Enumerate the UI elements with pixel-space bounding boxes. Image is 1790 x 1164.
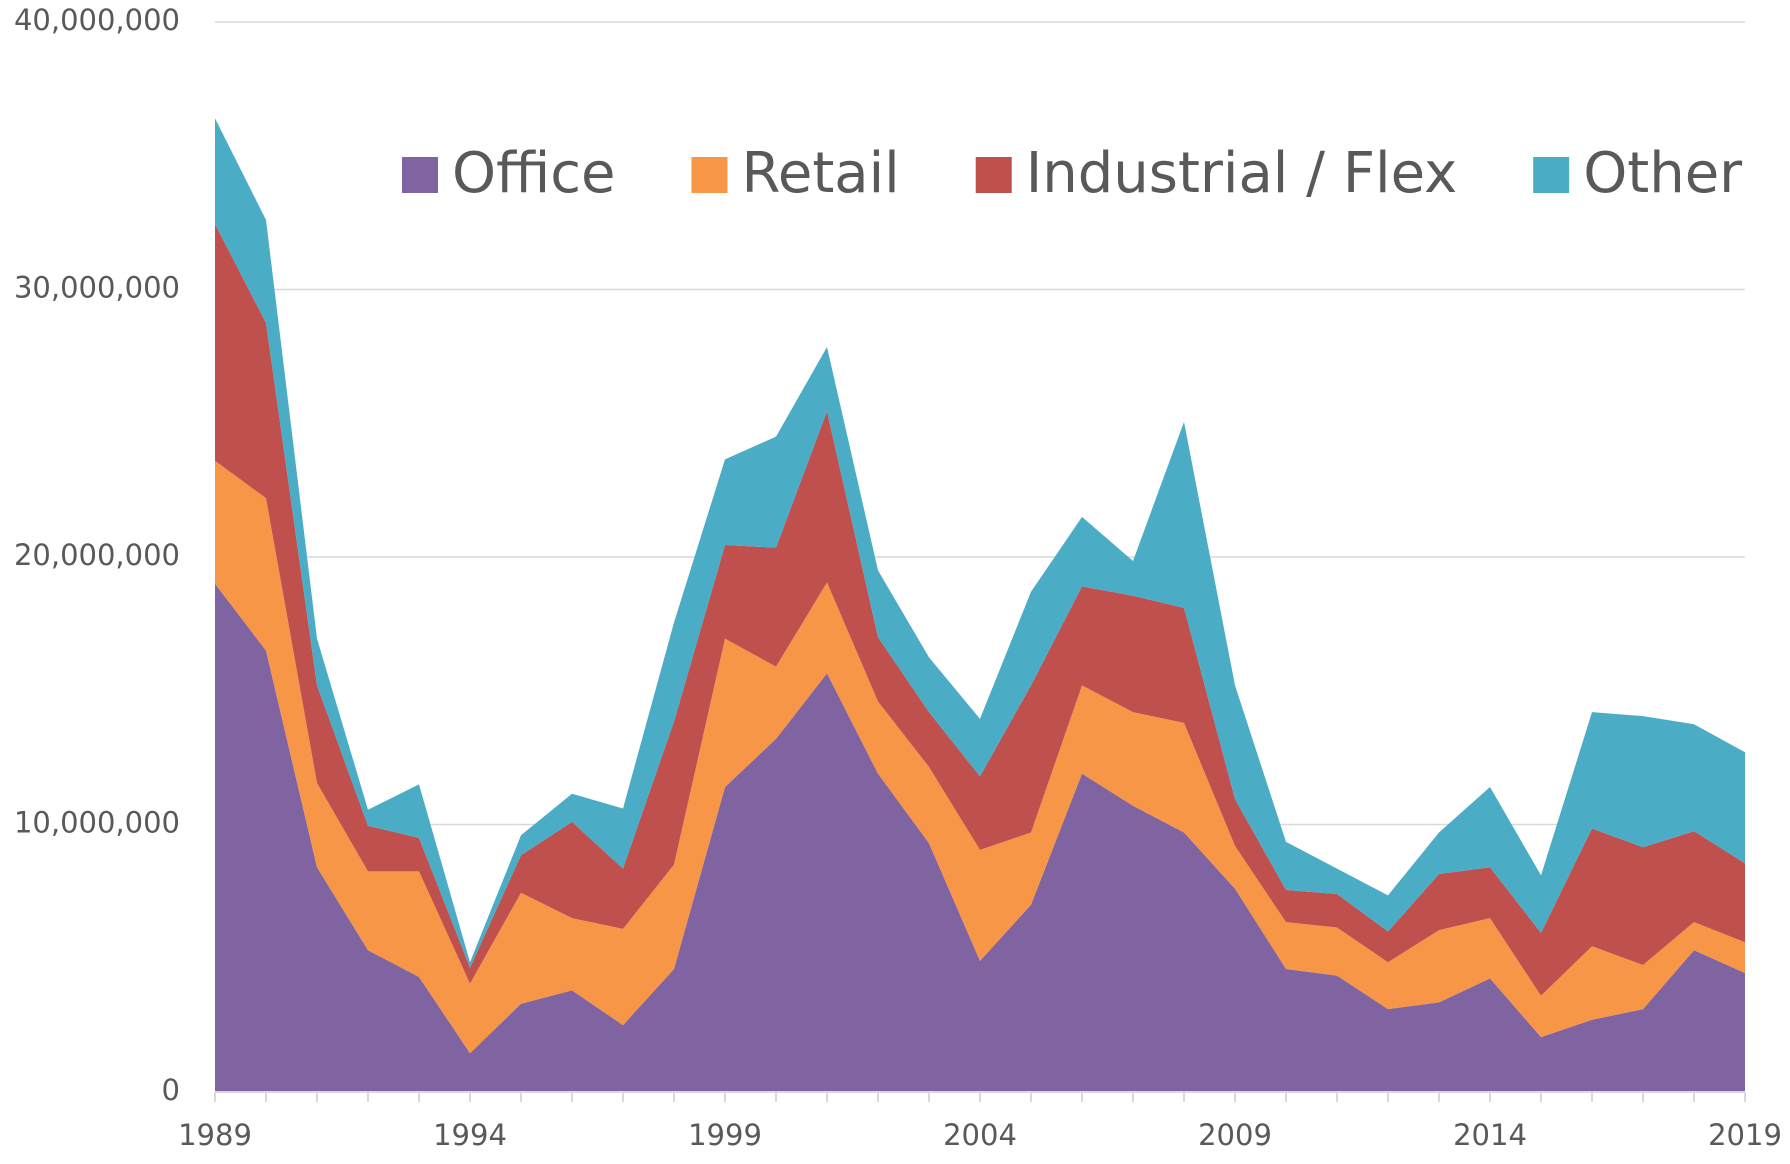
legend-label: Office (452, 141, 615, 206)
legend-swatch (402, 157, 438, 193)
y-tick-label: 20,000,000 (14, 538, 180, 572)
x-tick-label: 2004 (943, 1118, 1017, 1152)
y-tick-label: 30,000,000 (14, 271, 180, 305)
y-tick-label: 10,000,000 (14, 806, 180, 840)
y-tick-label: 40,000,000 (14, 3, 180, 37)
legend-label: Industrial / Flex (1026, 141, 1457, 206)
legend-swatch (691, 157, 728, 193)
legend-swatch (1533, 157, 1570, 193)
x-tick-label: 2014 (1453, 1118, 1527, 1152)
y-tick-label: 0 (162, 1073, 180, 1107)
area (215, 460, 1745, 1054)
legend-label: Retail (741, 141, 899, 206)
x-tick-label: 1999 (688, 1118, 762, 1152)
x-tick-label: 1989 (178, 1118, 252, 1152)
x-tick-label: 2009 (1198, 1118, 1272, 1152)
x-tick-label: 1994 (433, 1118, 507, 1152)
legend-swatch (975, 157, 1012, 193)
area (215, 583, 1745, 1092)
x-tick-label: 2019 (1708, 1118, 1782, 1152)
legend-label: Other (1583, 141, 1743, 206)
area (215, 223, 1745, 996)
